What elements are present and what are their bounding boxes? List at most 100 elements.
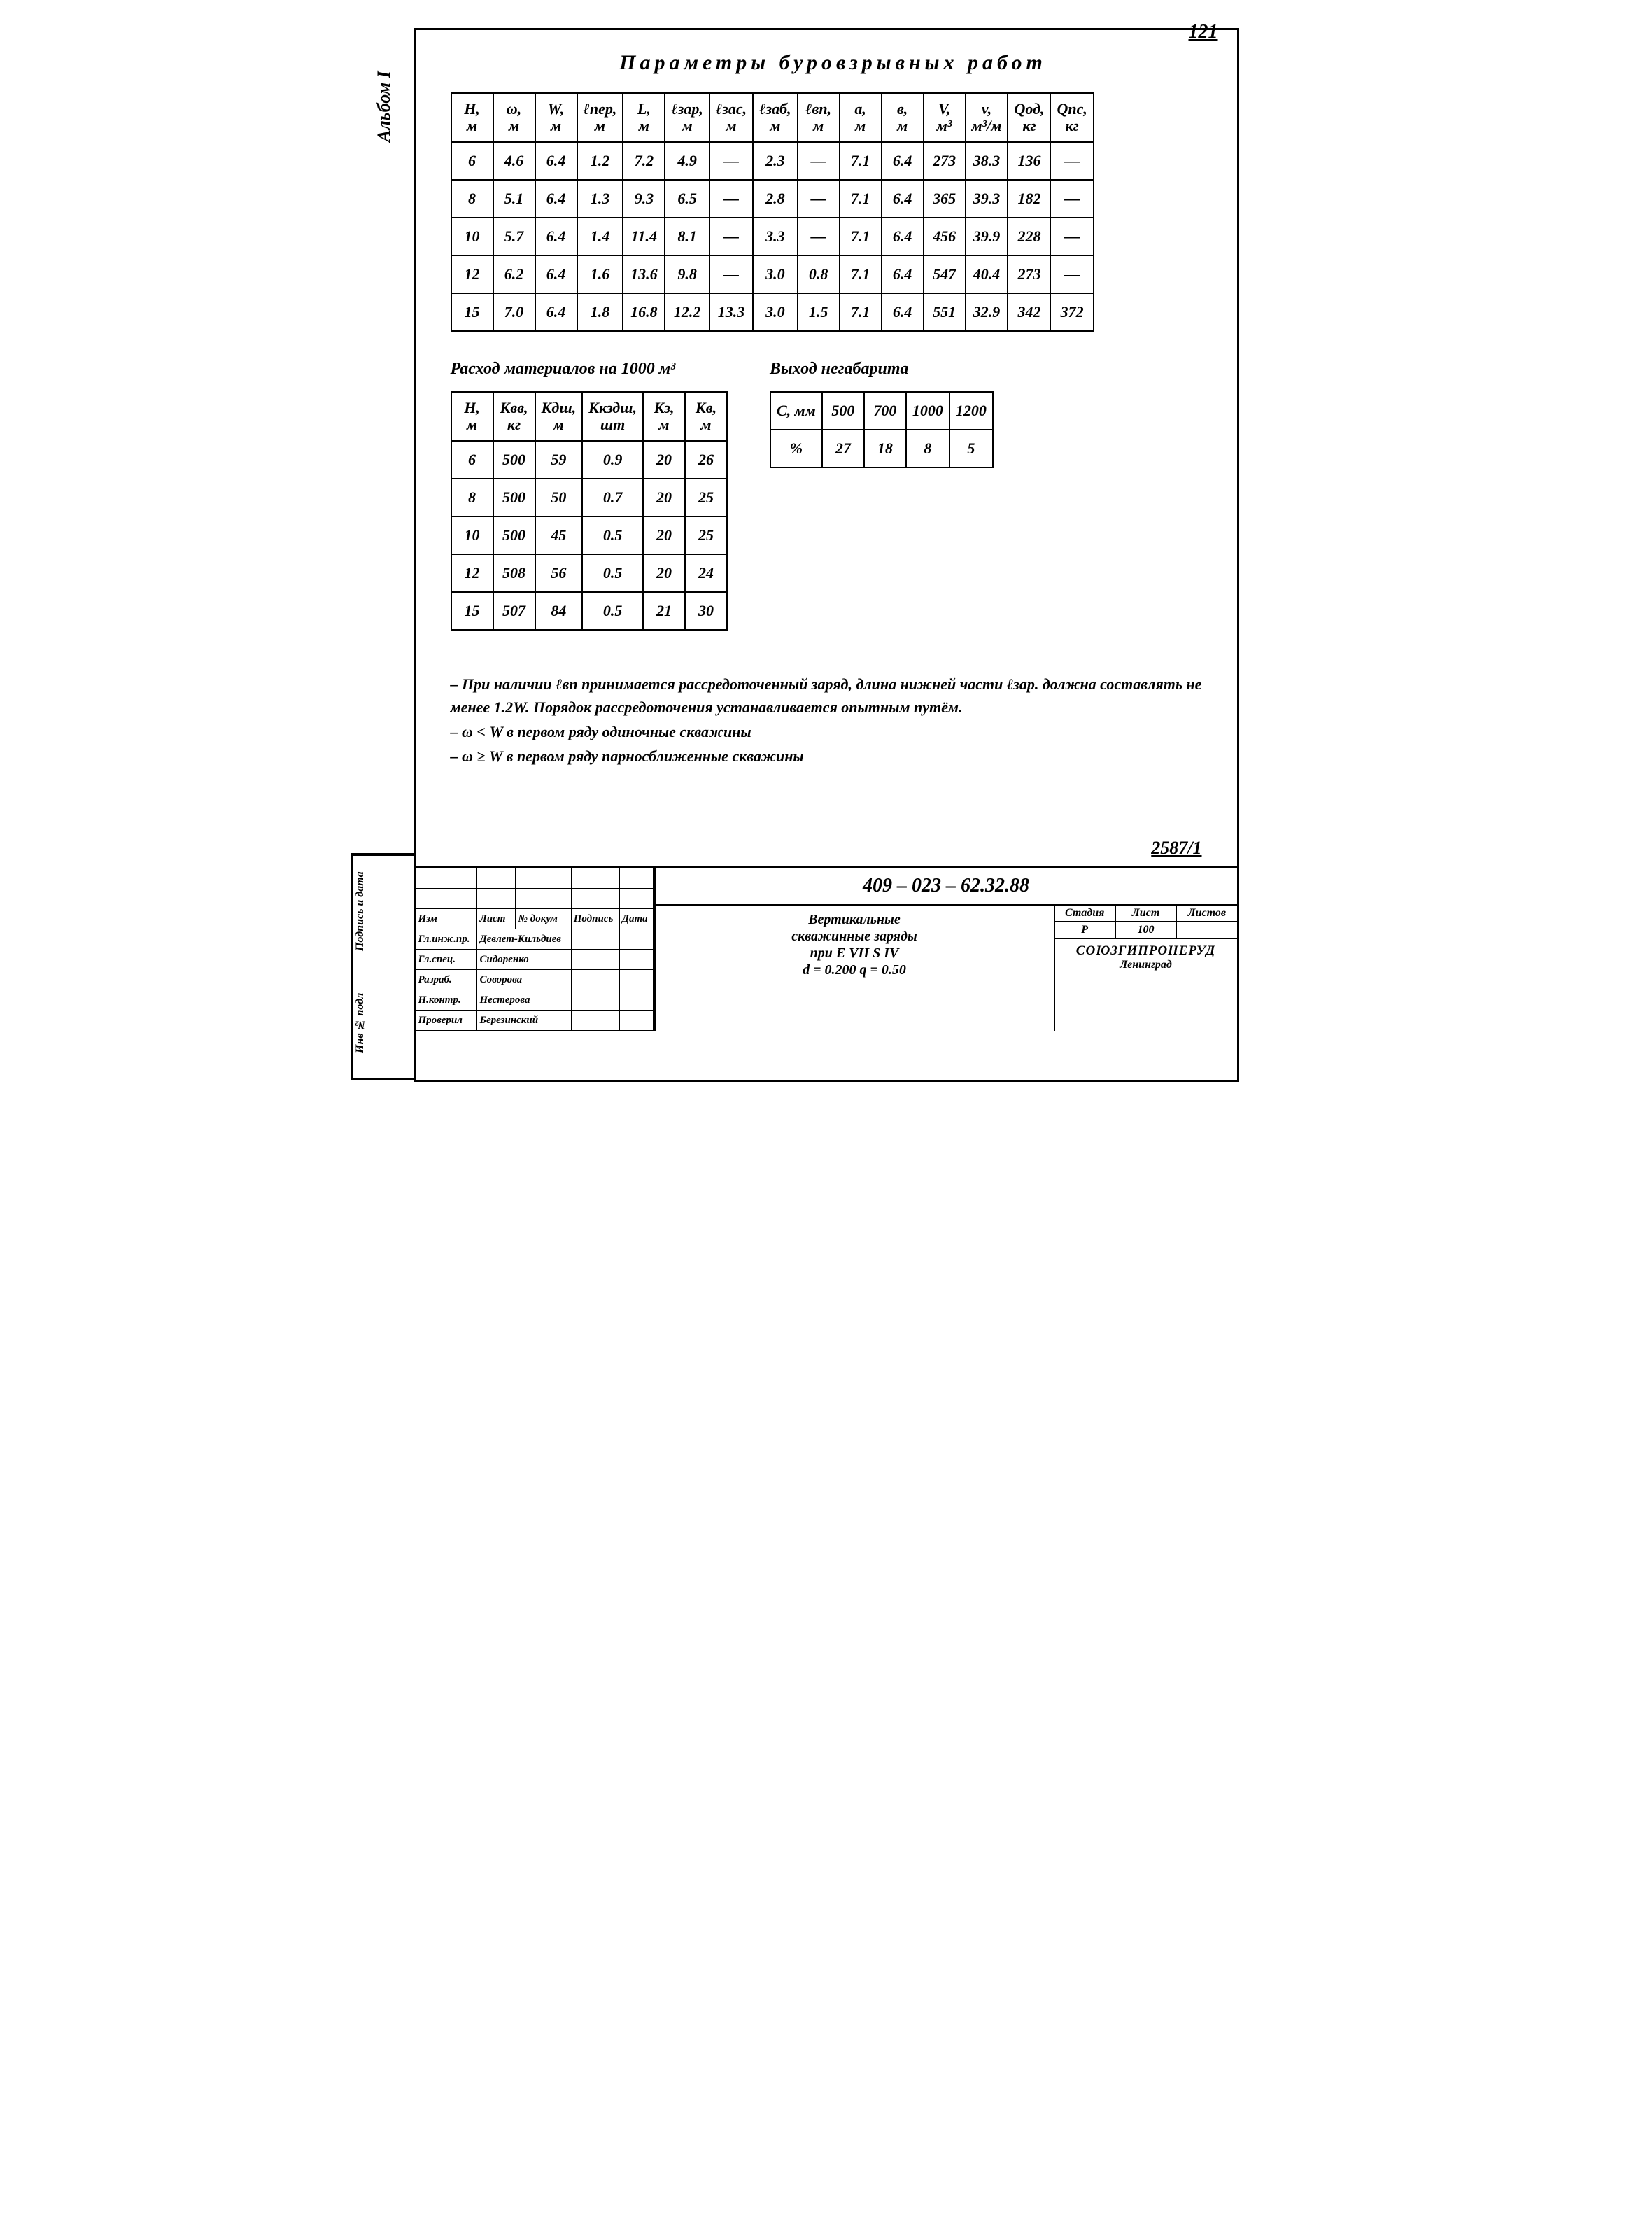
table-cell: Проверил xyxy=(416,1011,477,1031)
table-row: 6500590.92026 xyxy=(451,441,728,479)
table-cell: 32.9 xyxy=(966,293,1008,331)
table-cell: 8 xyxy=(451,180,493,218)
table-cell: 1.6 xyxy=(577,255,623,293)
meta-header: Лист xyxy=(1116,906,1177,921)
table-cell: Лист xyxy=(477,909,516,929)
table-cell xyxy=(571,929,619,950)
table-cell: 50 xyxy=(535,479,583,516)
table-cell: Квв,кг xyxy=(493,392,535,441)
table-cell: Qпс,кг xyxy=(1050,93,1093,142)
table-cell: 500 xyxy=(493,479,535,516)
table-cell: — xyxy=(798,218,840,255)
table-cell: 20 xyxy=(643,516,685,554)
drawing-frame: Альбом I Подпись и дата Инв № подл Парам… xyxy=(414,28,1239,1082)
table-cell: 0.5 xyxy=(582,516,643,554)
table-cell: — xyxy=(709,218,753,255)
title-block: ИзмЛист№ докумПодписьДата Гл.инж.пр.Девл… xyxy=(416,866,1237,1031)
table-cell: 8.1 xyxy=(665,218,709,255)
table-cell: 0.5 xyxy=(582,554,643,592)
table-cell: 456 xyxy=(924,218,966,255)
table-cell: 500 xyxy=(822,392,864,430)
table-cell: 30 xyxy=(685,592,727,630)
table-cell: 8 xyxy=(451,479,493,516)
table-cell: 0.8 xyxy=(798,255,840,293)
materials-table: H,мКвв,кгКдш,мКкздш,штКз,мКв,м 6500590.9… xyxy=(451,391,728,631)
table-cell: 136 xyxy=(1008,142,1050,180)
table-cell: 6.4 xyxy=(535,293,577,331)
table-cell: Дата xyxy=(619,909,653,929)
note-line: – При наличии ℓвп принимается рассредото… xyxy=(451,673,1216,719)
table-cell: 6.4 xyxy=(882,180,924,218)
table-cell xyxy=(571,990,619,1011)
table-cell: 6.5 xyxy=(665,180,709,218)
table-cell: H,м xyxy=(451,93,493,142)
table-cell: 6.4 xyxy=(535,142,577,180)
table-row: 126.26.41.613.69.8—3.00.87.16.454740.427… xyxy=(451,255,1094,293)
table-cell: 2.8 xyxy=(753,180,797,218)
side-stamp-cell: Инв № подл xyxy=(353,967,414,1078)
table-cell: 6 xyxy=(451,142,493,180)
table-cell: Кдш,м xyxy=(535,392,583,441)
table-cell: 6 xyxy=(451,441,493,479)
table-cell: 1.3 xyxy=(577,180,623,218)
table-cell: 27 xyxy=(822,430,864,467)
table-cell: 273 xyxy=(924,142,966,180)
table-cell: ℓпер,м xyxy=(577,93,623,142)
drawing-code: 409 – 023 – 62.32.88 xyxy=(656,868,1237,906)
titleblock-row: Гл.инж.пр.Девлет-Кильдиев xyxy=(416,929,653,950)
table-cell: Кз,м xyxy=(643,392,685,441)
table-cell: 7.0 xyxy=(493,293,535,331)
meta-value xyxy=(1177,922,1236,938)
table-cell: 4.6 xyxy=(493,142,535,180)
titleblock-row: Гл.спец.Сидоренко xyxy=(416,950,653,970)
table-cell: 1.5 xyxy=(798,293,840,331)
table-cell: 1.2 xyxy=(577,142,623,180)
table-cell: 7.1 xyxy=(840,180,882,218)
table-cell: Девлет-Кильдиев xyxy=(477,929,571,950)
table-cell: — xyxy=(798,180,840,218)
table-cell: 0.7 xyxy=(582,479,643,516)
table-cell: 11.4 xyxy=(623,218,665,255)
table-cell: — xyxy=(709,142,753,180)
table-cell: 16.8 xyxy=(623,293,665,331)
table-cell: Сидоренко xyxy=(477,950,571,970)
table-cell xyxy=(571,970,619,990)
table-cell: Соворова xyxy=(477,970,571,990)
table-cell: Гл.инж.пр. xyxy=(416,929,477,950)
table-cell: 15 xyxy=(451,293,493,331)
table-row: 157.06.41.816.812.213.33.01.57.16.455132… xyxy=(451,293,1094,331)
table-cell: 12 xyxy=(451,554,493,592)
titleblock-row: ПроверилБерезинский xyxy=(416,1011,653,1031)
table-cell: — xyxy=(1050,255,1093,293)
table-cell: 20 xyxy=(643,554,685,592)
table-cell: 24 xyxy=(685,554,727,592)
titleblock-row: Н.контр.Нестерова xyxy=(416,990,653,1011)
table-cell xyxy=(619,1011,653,1031)
table-cell: H,м xyxy=(451,392,493,441)
table-cell: Н.контр. xyxy=(416,990,477,1011)
table-cell: 10 xyxy=(451,516,493,554)
table-row: 12508560.52024 xyxy=(451,554,728,592)
table-cell: 25 xyxy=(685,516,727,554)
table-cell: 10 xyxy=(451,218,493,255)
table-row: 15507840.52130 xyxy=(451,592,728,630)
table-cell xyxy=(619,929,653,950)
table-cell: С, мм xyxy=(770,392,822,430)
table-cell: 6.2 xyxy=(493,255,535,293)
note-line: – ω < W в первом ряду одиночные скважины xyxy=(451,720,1216,743)
table-cell xyxy=(619,970,653,990)
table-cell: — xyxy=(798,142,840,180)
table-cell: 6.4 xyxy=(882,218,924,255)
table-cell: W,м xyxy=(535,93,577,142)
table-cell: ℓзаб,м xyxy=(753,93,797,142)
meta-header: Листов xyxy=(1177,906,1236,921)
oversize-table: С, мм50070010001200 %271885 xyxy=(770,391,994,468)
table-cell: 342 xyxy=(1008,293,1050,331)
table-row: 105.76.41.411.48.1—3.3—7.16.445639.9228— xyxy=(451,218,1094,255)
table-cell: 15 xyxy=(451,592,493,630)
table-cell: Qод,кг xyxy=(1008,93,1050,142)
table-cell: 39.3 xyxy=(966,180,1008,218)
table-cell: 84 xyxy=(535,592,583,630)
table-cell: 21 xyxy=(643,592,685,630)
table-cell: 6.4 xyxy=(882,142,924,180)
